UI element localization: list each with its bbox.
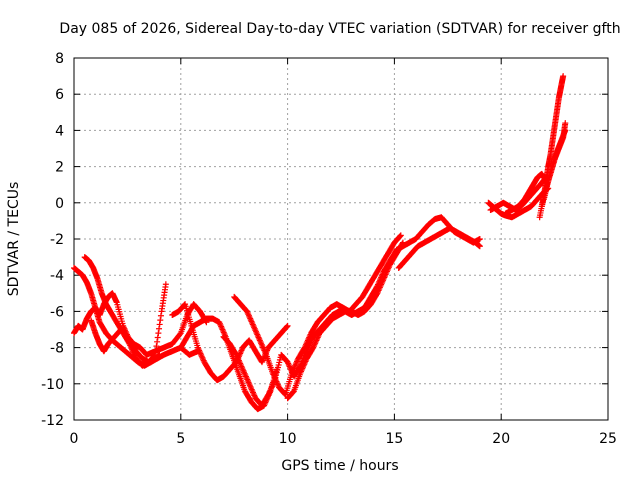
y-tick-label: -10: [41, 377, 64, 393]
data-point: [156, 325, 163, 332]
data-point: [284, 322, 291, 329]
y-tick-label: 8: [55, 51, 64, 67]
y-axis-label: SDTVAR / TECUs: [6, 182, 22, 297]
data-point: [397, 232, 404, 239]
y-tick-label: 4: [55, 123, 64, 139]
data-point: [397, 233, 404, 240]
x-tick-label: 10: [279, 431, 297, 447]
y-tick-label: 0: [55, 196, 64, 212]
x-tick-label: 15: [385, 431, 403, 447]
y-tick-label: -6: [50, 304, 64, 320]
y-tick-label: 6: [55, 87, 64, 103]
y-tick-label: -4: [50, 268, 64, 284]
y-tick-label: -2: [50, 232, 64, 248]
y-tick-label: -12: [41, 413, 64, 429]
y-tick-label: 2: [55, 160, 64, 176]
data-point: [560, 73, 567, 80]
data-point: [162, 281, 169, 288]
data-point: [155, 352, 162, 359]
data-point: [154, 338, 161, 345]
data-point: [476, 236, 483, 242]
x-tick-label: 5: [176, 431, 185, 447]
data-point: [156, 321, 163, 328]
data-point: [562, 120, 569, 127]
x-axis-label: GPS time / hours: [281, 458, 398, 474]
x-tick-label: 0: [70, 431, 79, 447]
data-point: [476, 243, 483, 250]
data-point: [562, 127, 569, 134]
data-point: [157, 317, 164, 324]
data-point: [157, 312, 164, 319]
grid: [74, 58, 608, 420]
x-tick-label: 25: [599, 431, 617, 447]
y-tick-label: -8: [50, 341, 64, 357]
chart-title: Day 085 of 2026, Sidereal Day-to-day VTE…: [59, 21, 620, 37]
data-points: [71, 73, 569, 413]
ticks: 0 5 10 15 20 25 -12 -10 -8 -6 -4 -2 0 2 4 6 8: [41, 51, 617, 447]
x-tick-label: 20: [492, 431, 510, 447]
data-point: [155, 330, 162, 337]
data-point: [154, 334, 161, 341]
data-point: [156, 351, 163, 358]
data-point: [283, 323, 290, 330]
